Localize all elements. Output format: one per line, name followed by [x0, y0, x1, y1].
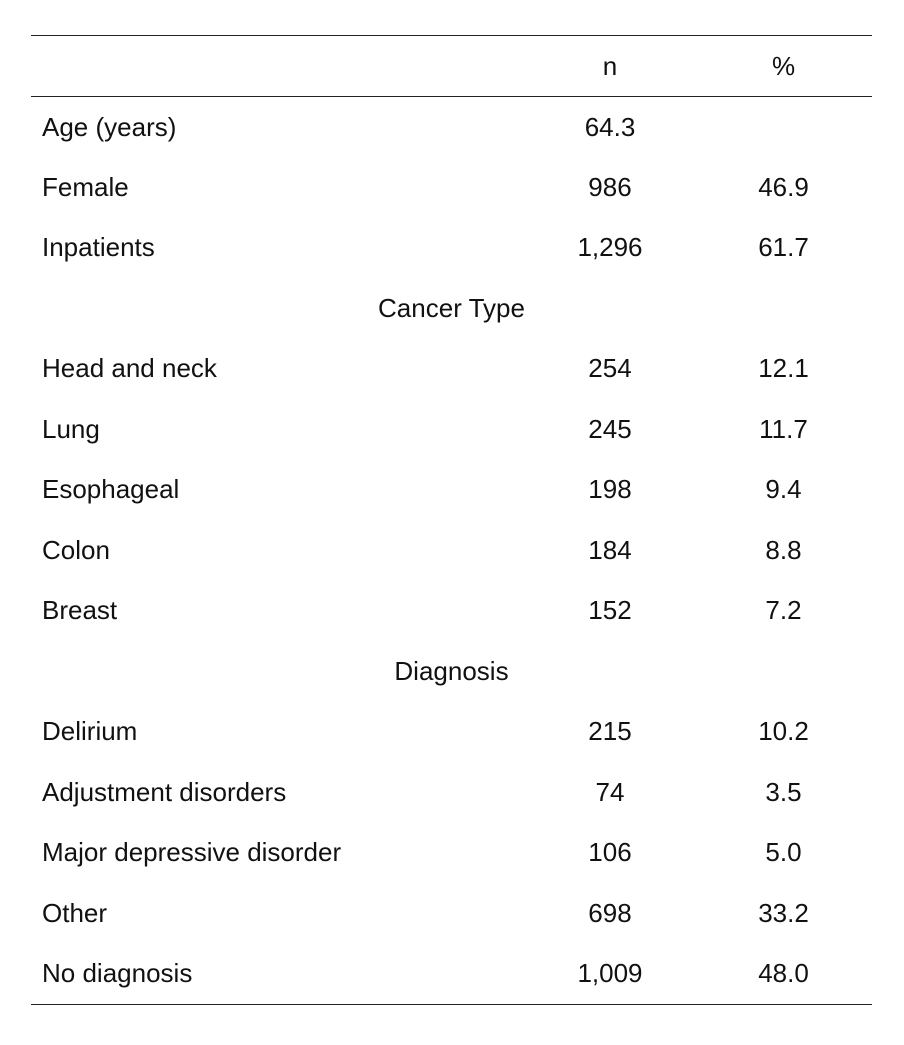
row-percent-value: 46.9 — [758, 171, 809, 202]
section-header-label: Cancer Type — [378, 292, 525, 323]
row-percent-value: 5.0 — [765, 837, 802, 868]
row-label: Head and neck — [42, 353, 217, 384]
table-row: Inpatients 1,296 61.7 — [31, 218, 872, 279]
row-label: Esophageal — [42, 474, 180, 505]
section-header-label: Diagnosis — [394, 655, 509, 686]
row-percent-value: 7.2 — [765, 595, 802, 626]
row-percent-value: 11.7 — [759, 413, 808, 444]
table-row: Age (years) 64.3 — [31, 97, 872, 158]
row-label: Major depressive disorder — [42, 837, 342, 868]
row-n-value: 254 — [588, 353, 632, 384]
row-label: Other — [42, 897, 108, 928]
table-row: No diagnosis 1,009 48.0 — [31, 943, 872, 1005]
row-n-value: 198 — [588, 474, 632, 505]
row-percent-value: 33.2 — [758, 897, 809, 928]
row-n-value: 215 — [588, 716, 632, 747]
row-percent-value: 12.1 — [758, 353, 809, 384]
table-row: Female 986 46.9 — [31, 157, 872, 218]
table-row: Breast 152 7.2 — [31, 581, 872, 642]
row-label: Female — [42, 171, 129, 202]
row-label: Lung — [42, 413, 100, 444]
row-label: No diagnosis — [31, 943, 525, 1005]
table-row: Head and neck 254 12.1 — [31, 339, 872, 400]
row-label: Colon — [42, 534, 110, 565]
row-n-value: 1,296 — [577, 232, 643, 263]
section-header-row: Cancer Type — [31, 278, 872, 339]
table-row: Colon 184 8.8 — [31, 520, 872, 581]
row-percent-value: 10.2 — [758, 716, 809, 747]
row-label: Delirium — [42, 716, 138, 747]
table-row: Major depressive disorder 106 5.0 — [31, 823, 872, 884]
row-percent-value: 8.8 — [765, 534, 802, 565]
row-n-value: 106 — [588, 837, 632, 868]
table-row: Esophageal 198 9.4 — [31, 460, 872, 521]
row-n-value: 1,009 — [525, 943, 695, 1005]
row-n-value: 64.3 — [584, 111, 636, 142]
row-n-value: 986 — [588, 171, 632, 202]
row-n-value: 245 — [588, 413, 632, 444]
table-row: Adjustment disorders 74 3.5 — [31, 762, 872, 823]
row-label: Breast — [42, 595, 118, 626]
header-label-column — [31, 35, 525, 97]
table-row: Delirium 215 10.2 — [31, 702, 872, 763]
row-n-value: 74 — [595, 776, 625, 807]
row-label: Adjustment disorders — [42, 776, 287, 807]
header-row: n % — [31, 35, 872, 97]
row-label: Age (years) — [42, 111, 177, 142]
demographics-table-container: n % Age (years) 64.3 Female 986 46.9 Inpatien… — [31, 35, 872, 1005]
row-percent-value: 9.4 — [765, 474, 802, 505]
row-n-value: 152 — [588, 595, 632, 626]
row-label: Inpatients — [42, 232, 155, 263]
table-row: Other 698 33.2 — [31, 883, 872, 944]
table-row: Lung 245 11.7 — [31, 399, 872, 460]
row-percent-value: 48.0 — [695, 943, 872, 1005]
section-header-row: Diagnosis — [31, 641, 872, 702]
row-percent-value: 61.7 — [758, 232, 809, 263]
demographics-table: n % Age (years) 64.3 Female 986 46.9 Inpatien… — [31, 35, 872, 1005]
table-header: n % — [31, 35, 872, 97]
row-percent-value — [695, 97, 872, 158]
header-percent-column: % — [695, 35, 872, 97]
row-percent-value: 3.5 — [765, 776, 802, 807]
header-n-column: n — [525, 35, 695, 97]
row-n-value: 184 — [588, 534, 632, 565]
table-body: Age (years) 64.3 Female 986 46.9 Inpatients 1,… — [31, 97, 872, 1005]
row-n-value: 698 — [588, 897, 632, 928]
